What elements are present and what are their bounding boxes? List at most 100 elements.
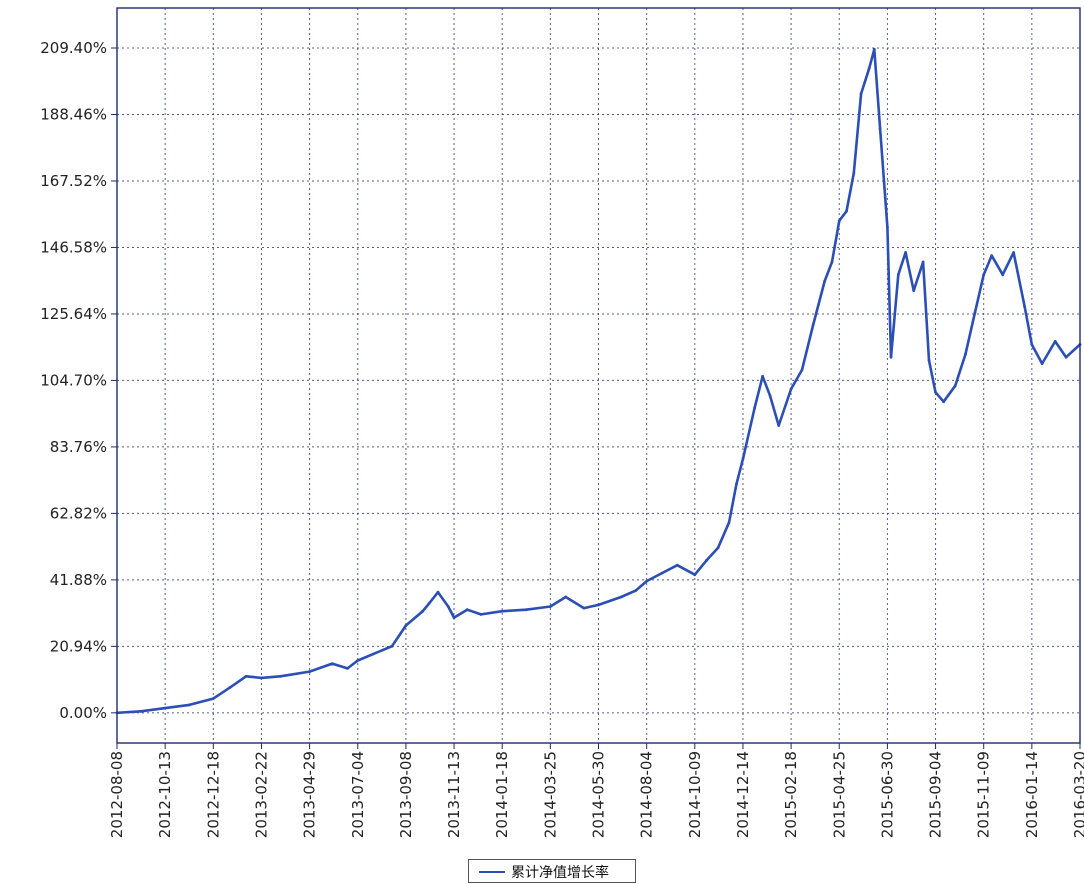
y-tick-label: 209.40% <box>40 39 107 57</box>
x-tick-label: 2015-11-09 <box>975 751 993 838</box>
data-point <box>830 260 834 264</box>
data-point <box>990 254 994 257</box>
data-point <box>675 563 679 567</box>
data-point <box>878 127 882 130</box>
x-tick-label: 2014-08-04 <box>638 751 656 838</box>
data-point <box>187 703 191 707</box>
data-point <box>867 66 871 70</box>
data-point <box>549 605 552 608</box>
data-point <box>953 384 957 388</box>
data-point <box>260 676 263 680</box>
data-point <box>645 579 649 583</box>
legend-label: 累计净值增长率 <box>511 865 609 881</box>
data-point <box>1001 273 1005 277</box>
plot-frame <box>116 7 1081 744</box>
data-point <box>1023 305 1026 308</box>
x-tick-label: 2014-10-09 <box>686 751 704 838</box>
x-tick-label: 2015-02-18 <box>782 751 800 838</box>
data-point <box>346 667 349 670</box>
data-point <box>777 424 781 427</box>
data-point <box>597 603 600 607</box>
x-tick-label: 2016-01-14 <box>1023 751 1041 838</box>
y-tick-label: 0.00% <box>59 704 107 722</box>
data-point <box>228 686 232 689</box>
data-point <box>1053 340 1057 343</box>
data-point <box>446 605 450 608</box>
y-tick-label: 188.46% <box>40 105 107 123</box>
data-point <box>859 92 863 96</box>
x-tick-label: 2012-12-18 <box>204 751 222 838</box>
data-point <box>1012 251 1015 254</box>
data-point <box>705 559 708 562</box>
data-point <box>845 209 848 213</box>
x-tick-label: 2016-03-20 <box>1071 751 1084 838</box>
y-tick-label: 125.64% <box>40 305 107 323</box>
data-point <box>872 47 876 51</box>
y-tick-label: 41.88% <box>50 571 107 589</box>
data-point <box>904 251 907 254</box>
y-tick-label: 20.94% <box>50 637 107 655</box>
data-point <box>634 589 638 592</box>
data-point <box>660 571 664 575</box>
data-point <box>789 387 793 391</box>
x-tick-label: 2013-11-13 <box>445 751 463 838</box>
y-tick-label: 146.58% <box>40 238 107 256</box>
data-point <box>982 273 986 277</box>
data-point <box>371 652 375 656</box>
data-point <box>741 457 745 461</box>
data-point <box>436 590 440 594</box>
data-point <box>761 374 764 378</box>
x-tick-label: 2014-03-25 <box>541 751 559 838</box>
data-point <box>973 311 977 315</box>
x-tick-label: 2013-04-29 <box>301 751 319 838</box>
y-tick-label: 83.76% <box>50 438 107 456</box>
legend: 累计净值增长率 <box>468 859 636 883</box>
data-point <box>421 609 425 613</box>
legend-swatch-line <box>479 871 505 873</box>
data-point <box>619 595 623 599</box>
data-point <box>735 482 738 486</box>
data-point <box>693 573 697 577</box>
data-point <box>427 601 431 605</box>
x-tick-label: 2014-05-30 <box>590 751 608 838</box>
y-axis: 0.00% 20.94% 41.88% 62.82% 83.76% 104.70% 125.… <box>40 39 117 722</box>
data-point <box>163 706 167 710</box>
y-tick-label: 62.82% <box>50 504 107 522</box>
x-tick-label: 2015-06-30 <box>878 751 896 838</box>
data-point <box>524 608 528 612</box>
data-point <box>921 260 925 264</box>
data-point <box>244 674 248 678</box>
data-point <box>356 659 360 662</box>
x-tick-label: 2015-09-04 <box>927 751 945 838</box>
data-point <box>886 225 889 229</box>
data-point <box>753 406 756 410</box>
data-point <box>896 273 900 277</box>
x-tick-label: 2012-08-08 <box>108 751 126 838</box>
data-point <box>823 279 827 283</box>
data-point <box>927 359 931 362</box>
x-tick-label: 2013-02-22 <box>252 751 270 838</box>
y-tick-label: 104.70% <box>40 371 107 389</box>
data-point <box>912 289 916 292</box>
data-point <box>279 674 282 678</box>
data-point <box>1064 355 1068 359</box>
data-point <box>564 595 568 599</box>
data-point <box>390 644 394 648</box>
x-tick-label: 2012-10-13 <box>156 751 174 838</box>
x-tick-label: 2015-04-25 <box>830 751 848 838</box>
data-point <box>727 520 731 524</box>
data-point <box>964 352 967 356</box>
data-point <box>1030 343 1034 346</box>
x-tick-label: 2013-09-08 <box>397 751 415 838</box>
data-point <box>716 546 720 550</box>
x-tick-label: 2013-07-04 <box>349 751 367 838</box>
x-tick-label: 2014-01-18 <box>493 751 511 838</box>
x-axis: 2012-08-08 2012-10-13 2012-12-18 2013-02-22… <box>108 743 1084 838</box>
data-point <box>837 219 841 223</box>
data-point <box>330 662 334 665</box>
data-point <box>811 324 815 327</box>
data-point <box>934 390 937 394</box>
data-point <box>889 355 893 359</box>
data-point <box>465 608 469 612</box>
